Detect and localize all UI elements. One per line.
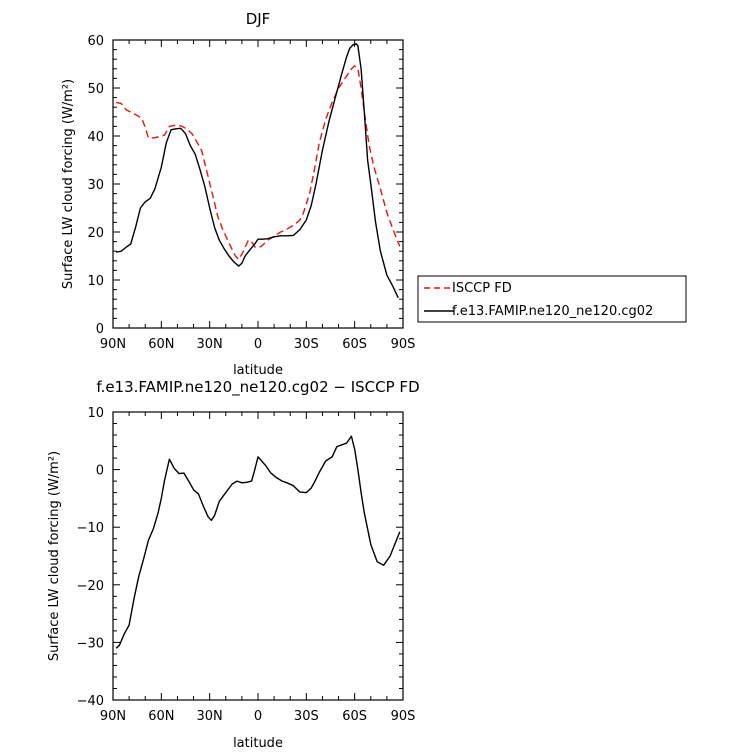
legend-label-model: f.e13.FAMIP.ne120_ne120.cg02: [452, 304, 653, 319]
bottom-plot-area: [115, 435, 401, 649]
top-series-line-1: [116, 43, 399, 299]
legend-box: [417, 275, 687, 323]
bottom-x-tick-label: 30S: [294, 709, 319, 724]
bottom-y-tick-label: −10: [77, 521, 104, 536]
top-y-tick-label: 50: [87, 82, 104, 97]
bottom-y-tick-label: 0: [96, 464, 104, 479]
top-x-tick-label: 60N: [148, 337, 174, 352]
top-axis-ticks: 90N 60N 30N 0 30S 60S 90S 0 10 20 30 40 50 60: [87, 34, 415, 352]
top-y-tick-label: 30: [87, 178, 104, 193]
top-x-tick-label: 90N: [100, 337, 126, 352]
top-chart-title: DJF: [246, 10, 271, 28]
top-x-tick-label: 30N: [197, 337, 223, 352]
top-y-tick-label: 60: [87, 34, 104, 49]
bottom-chart-title: f.e13.FAMIP.ne120_ne120.cg02 − ISCCP FD: [96, 378, 419, 397]
bottom-series-line-0: [115, 435, 401, 649]
top-x-tick-label: 0: [254, 337, 262, 352]
bottom-y-tick-label: 10: [87, 406, 104, 421]
bottom-y-tick-label: −20: [77, 579, 104, 594]
top-x-tick-label: 30S: [294, 337, 319, 352]
top-x-tick-label: 90S: [391, 337, 416, 352]
bottom-x-tick-label: 90N: [100, 709, 126, 724]
bottom-x-tick-label: 30N: [197, 709, 223, 724]
bottom-x-tick-label: 90S: [391, 709, 416, 724]
bottom-panel: f.e13.FAMIP.ne120_ne120.cg02 − ISCCP FD …: [47, 378, 420, 751]
legend: ISCCP FD f.e13.FAMIP.ne120_ne120.cg02: [417, 275, 687, 323]
top-plot-area: [116, 43, 401, 299]
bottom-y-axis-label: Surface LW cloud forcing (W/m²): [47, 451, 62, 661]
top-x-tick-label: 60S: [342, 337, 367, 352]
top-y-tick-label: 0: [96, 322, 104, 337]
bottom-axis-ticks: 90N 60N 30N 0 30S 60S 90S −40 −30 −20 −10 0 10: [77, 406, 416, 724]
bottom-y-tick-label: −40: [77, 694, 104, 709]
top-y-axis-label: Surface LW cloud forcing (W/m²): [61, 79, 76, 289]
top-series-line-0: [116, 65, 401, 261]
bottom-x-tick-label: 60N: [148, 709, 174, 724]
legend-label-isccp: ISCCP FD: [452, 281, 512, 296]
bottom-y-tick-label: −30: [77, 636, 104, 651]
top-y-tick-label: 20: [87, 226, 104, 241]
top-panel: DJF 90N 60N 30N 0 30S 60S 90S 0 10 20 30 40 50 60 lat…: [61, 10, 687, 378]
top-y-tick-label: 40: [87, 130, 104, 145]
top-y-tick-label: 10: [87, 274, 104, 289]
bottom-x-axis-label: latitude: [233, 736, 283, 751]
bottom-plot-frame: [112, 411, 404, 701]
top-x-axis-label: latitude: [233, 363, 283, 378]
bottom-x-tick-label: 0: [254, 709, 262, 724]
bottom-x-tick-label: 60S: [342, 709, 367, 724]
